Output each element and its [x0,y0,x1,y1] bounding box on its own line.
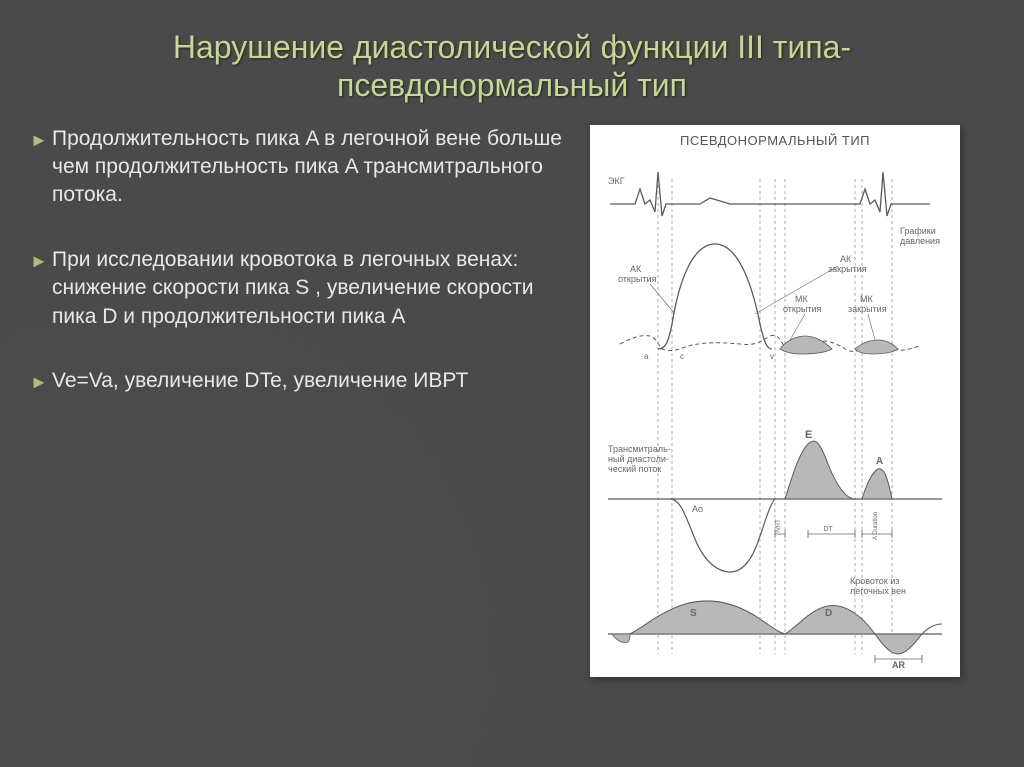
list-item: ► При исследовании кровотока в легочных … [30,246,570,331]
svg-text:МК: МК [795,294,808,304]
svg-text:Графики: Графики [900,226,936,236]
svg-text:Кровоток из: Кровоток из [850,576,899,586]
diagram-heading: ПСЕВДОНОРМАЛЬНЫЙ ТИП [600,133,950,148]
svg-text:ЭКГ: ЭКГ [608,176,625,186]
svg-text:AR: AR [892,660,905,670]
title-line-1: Нарушение диастолической функции III тип… [173,29,851,65]
svg-text:D: D [825,608,832,619]
svg-text:закрытия: закрытия [848,304,887,314]
svg-text:ческий поток: ческий поток [608,464,661,474]
bullet-triangle-icon: ► [30,367,52,395]
svg-text:АК: АК [630,264,642,274]
svg-text:Ao: Ao [692,504,703,514]
bullet-text: При исследовании кровотока в легочных ве… [52,246,570,331]
svg-text:открытия: открытия [618,274,656,284]
svg-text:A Duration: A Duration [873,512,879,540]
svg-text:IVRT: IVRT [776,519,782,533]
svg-text:легочных вен: легочных вен [850,586,906,596]
content-row: ► Продолжительность пика A в легочной ве… [0,105,1024,677]
svg-text:a: a [644,352,649,361]
bullet-list: ► Продолжительность пика A в легочной ве… [30,125,590,677]
svg-text:Трансмитраль-: Трансмитраль- [608,444,671,454]
bullet-text: Ve=Va, увеличение DTe, увеличение ИВРТ [52,367,468,395]
bullet-text: Продолжительность пика A в легочной вене… [52,125,570,210]
list-item: ► Ve=Va, увеличение DTe, увеличение ИВРТ [30,367,570,395]
page-title: Нарушение диастолической функции III тип… [0,0,1024,105]
svg-text:закрытия: закрытия [828,264,867,274]
svg-text:c: c [680,352,684,361]
svg-text:АК: АК [840,254,852,264]
svg-text:давления: давления [900,236,940,246]
diagram-svg: ЭКГГрафикидавленияАКоткрытияАКзакрытияМК… [600,154,950,674]
bullet-triangle-icon: ► [30,125,52,210]
svg-text:v: v [770,352,774,361]
svg-text:DT: DT [823,526,833,533]
bullet-triangle-icon: ► [30,246,52,331]
svg-text:S: S [690,608,697,619]
svg-text:ный диастоли-: ный диастоли- [608,454,669,464]
svg-text:A: A [876,456,883,467]
svg-text:открытия: открытия [783,304,821,314]
svg-text:E: E [805,429,812,441]
svg-text:МК: МК [860,294,873,304]
title-line-2: псевдонормальный тип [337,67,687,103]
diagram-panel: ПСЕВДОНОРМАЛЬНЫЙ ТИП ЭКГ Графикидавления А… [590,125,960,677]
list-item: ► Продолжительность пика A в легочной ве… [30,125,570,210]
